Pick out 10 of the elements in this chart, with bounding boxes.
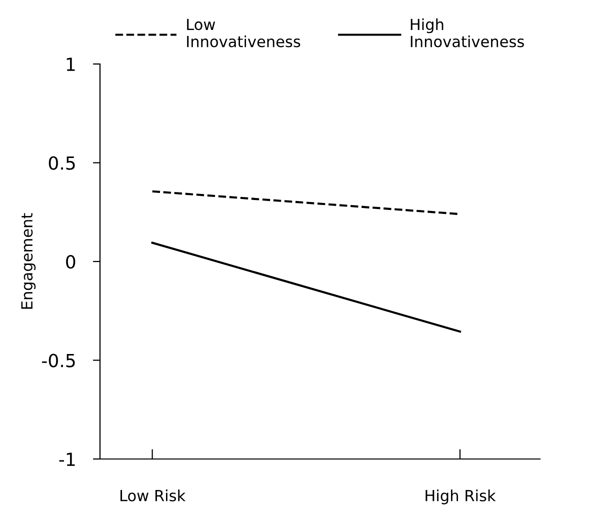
- legend-label: Low Innovativeness: [187, 18, 300, 48]
- x-tick-label: Low Risk: [120, 490, 186, 502]
- y-tick-label: -0.5: [42, 354, 75, 368]
- y-tick-label: 1: [66, 58, 75, 71]
- y-tick-label: 0: [66, 254, 76, 269]
- y-tick-label: 0.5: [48, 156, 75, 170]
- legend-label: High Innovativeness: [410, 18, 524, 48]
- y-axis-title: Engagement: [21, 213, 36, 309]
- y-tick-label: -1: [59, 452, 75, 466]
- x-tick-label: High Risk: [426, 490, 496, 504]
